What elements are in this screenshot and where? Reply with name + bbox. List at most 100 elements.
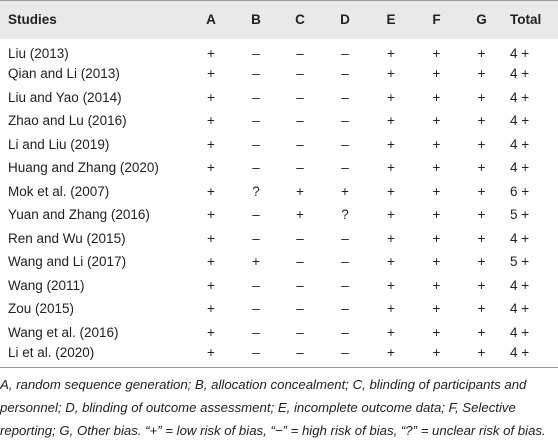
rating-cell: – xyxy=(296,277,304,293)
rating-cell: 4 + xyxy=(510,301,530,317)
table-row: Ren and Wu (2015) + – – – + + +4 + xyxy=(0,227,558,251)
rating-cell: + xyxy=(252,254,260,270)
header-cell: G xyxy=(476,12,487,28)
rating-cell: – xyxy=(296,66,304,82)
rating-cell: + xyxy=(207,230,215,246)
rating-cell: + xyxy=(207,183,215,199)
rating-cell: – xyxy=(341,45,349,61)
study-cell: Yuan and Zhang (2016) xyxy=(8,207,150,223)
header-cell: Total xyxy=(510,12,542,28)
table-row: Li and Liu (2019) + – – – + + +4 + xyxy=(0,133,558,157)
study-cell: Li et al. (2020) xyxy=(8,345,95,360)
table-row: Qian and Li (2013) + – – – + + +4 + xyxy=(0,62,558,86)
rating-cell: – xyxy=(341,254,349,270)
rating-cell: ? xyxy=(252,183,260,199)
rating-cell: + xyxy=(387,136,395,152)
header-cell: F xyxy=(432,12,441,28)
rating-cell: + xyxy=(387,277,395,293)
table-row: Li et al. (2020) + – – – + + +4 + xyxy=(0,344,558,368)
rating-cell: + xyxy=(387,89,395,105)
table-row: Mok et al. (2007) +? + + + + +6 + xyxy=(0,180,558,204)
rating-cell: + xyxy=(477,324,486,340)
rating-cell: – xyxy=(296,160,304,176)
header-cell: B xyxy=(251,12,261,28)
rating-cell: – xyxy=(341,113,349,129)
rating-cell: + xyxy=(387,45,395,61)
rating-cell: – xyxy=(296,136,304,152)
table-header: Studies A B C D E F G Total xyxy=(0,0,558,39)
rating-cell: + xyxy=(387,160,395,176)
table-row: Yuan and Zhang (2016) + – +? + + +5 + xyxy=(0,203,558,227)
rating-cell: + xyxy=(207,66,215,82)
rating-cell: + xyxy=(432,183,441,199)
rating-cell: + xyxy=(296,183,304,199)
header-cell: A xyxy=(206,12,216,28)
rating-cell: + xyxy=(207,207,215,223)
rating-cell: + xyxy=(207,345,215,360)
rating-cell: 4 + xyxy=(510,113,530,129)
rating-cell: + xyxy=(207,277,215,293)
rating-cell: + xyxy=(477,89,486,105)
rating-cell: – xyxy=(296,301,304,317)
rating-cell: 5 + xyxy=(510,207,530,223)
rating-cell: – xyxy=(341,160,349,176)
rating-cell: + xyxy=(477,113,486,129)
study-cell: Wang and Li (2017) xyxy=(8,254,127,270)
rating-cell: + xyxy=(432,345,441,360)
rating-cell: + xyxy=(387,66,395,82)
header-cell: Studies xyxy=(8,12,57,28)
rating-cell: 4 + xyxy=(510,324,530,340)
rating-cell: – xyxy=(252,160,260,176)
rating-cell: + xyxy=(387,113,395,129)
rating-cell: + xyxy=(207,254,215,270)
rating-cell: + xyxy=(477,345,486,360)
rating-cell: 4 + xyxy=(510,160,530,176)
rating-cell: 4 + xyxy=(510,136,530,152)
rating-cell: – xyxy=(296,113,304,129)
rating-cell: – xyxy=(252,230,260,246)
rating-cell: – xyxy=(341,324,349,340)
rating-cell: + xyxy=(387,301,395,317)
rating-cell: + xyxy=(387,345,395,360)
rating-cell: – xyxy=(296,324,304,340)
rating-cell: – xyxy=(296,89,304,105)
rating-cell: – xyxy=(296,345,304,360)
header-row: Studies A B C D E F G Total xyxy=(0,0,558,39)
rating-cell: + xyxy=(207,324,215,340)
rating-cell: 4 + xyxy=(510,89,530,105)
rating-cell: + xyxy=(207,113,215,129)
study-cell: Mok et al. (2007) xyxy=(8,183,110,199)
rating-cell: + xyxy=(432,301,441,317)
rating-cell: + xyxy=(207,45,215,61)
rating-cell: + xyxy=(432,254,441,270)
rating-cell: – xyxy=(341,345,349,360)
study-cell: Zhao and Lu (2016) xyxy=(8,113,127,129)
study-cell: Qian and Li (2013) xyxy=(8,66,120,82)
rating-cell: + xyxy=(207,160,215,176)
table-row: Liu (2013) + – – – + + +4 + xyxy=(0,39,558,63)
rating-cell: + xyxy=(341,183,349,199)
study-cell: Huang and Zhang (2020) xyxy=(8,160,159,176)
rating-cell: 4 + xyxy=(510,45,530,61)
rating-cell: + xyxy=(432,160,441,176)
rating-cell: – xyxy=(296,45,304,61)
table-row: Wang et al. (2016) + – – – + + +4 + xyxy=(0,321,558,345)
study-cell: Wang et al. (2016) xyxy=(8,324,119,340)
header-cell: C xyxy=(295,12,305,28)
rating-cell: + xyxy=(477,183,486,199)
rating-cell: – xyxy=(296,230,304,246)
table-row: Zou (2015) + – – – + + +4 + xyxy=(0,297,558,321)
study-cell: Liu (2013) xyxy=(8,45,69,61)
table-row: Huang and Zhang (2020) + – – – + + +4 + xyxy=(0,156,558,180)
rating-cell: + xyxy=(432,66,441,82)
table-row: Wang and Li (2017) + + – – + + +5 + xyxy=(0,250,558,274)
rating-cell: + xyxy=(432,277,441,293)
rating-cell: 5 + xyxy=(510,254,530,270)
rating-cell: – xyxy=(341,66,349,82)
rating-cell: – xyxy=(252,324,260,340)
rating-cell: – xyxy=(252,345,260,360)
rating-cell: 6 + xyxy=(510,183,530,199)
rating-cell: – xyxy=(341,89,349,105)
header-cell: E xyxy=(386,12,396,28)
